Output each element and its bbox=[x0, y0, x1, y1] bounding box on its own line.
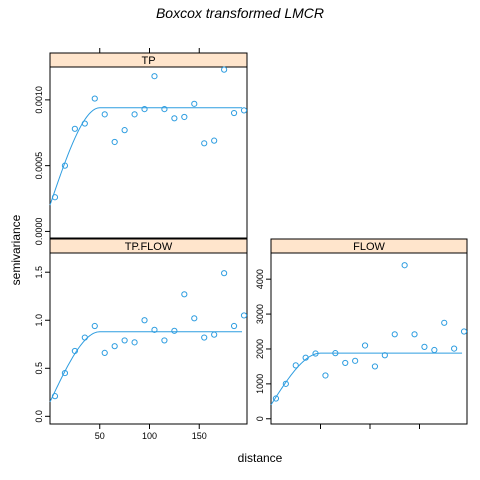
point-flow-1 bbox=[282, 380, 289, 387]
point-tp-9 bbox=[141, 105, 148, 113]
point-tp-19 bbox=[240, 107, 248, 114]
panel-tp: TP 0.0000 0.0005 0.0010 bbox=[34, 48, 248, 246]
panel-flow: FLOW 0 1000 2000 3000 4000 bbox=[255, 238, 468, 429]
point-flow-8 bbox=[352, 357, 359, 364]
point-flow-9 bbox=[361, 342, 369, 349]
y-tick-label-tp-flow-1: 0.5 bbox=[34, 362, 44, 375]
point-tp-flow-6 bbox=[111, 343, 118, 350]
point-flow-5 bbox=[322, 372, 329, 379]
point-tp-flow-17 bbox=[221, 270, 228, 277]
point-tp-flow-13 bbox=[181, 291, 188, 298]
point-tp-12 bbox=[171, 115, 178, 122]
point-flow-10 bbox=[371, 363, 379, 370]
strip-label-flow: FLOW bbox=[353, 241, 385, 253]
point-tp-flow-16 bbox=[211, 331, 218, 338]
y-tick-label-tp-flow-0: 0.0 bbox=[34, 410, 44, 423]
point-flow-11 bbox=[381, 352, 388, 359]
y-tick-label-flow-4: 4000 bbox=[255, 269, 265, 289]
point-tp-3 bbox=[81, 120, 88, 127]
y-tick-label-flow-3: 3000 bbox=[255, 304, 265, 324]
point-tp-flow-18 bbox=[230, 322, 238, 330]
point-tp-1 bbox=[61, 162, 69, 169]
point-tp-13 bbox=[181, 113, 188, 121]
point-flow-2 bbox=[292, 362, 299, 369]
chart-title: Boxcox transformed LMCR bbox=[156, 5, 324, 21]
point-tp-16 bbox=[211, 137, 218, 144]
point-flow-19 bbox=[460, 328, 468, 335]
point-tp-flow-0 bbox=[51, 393, 59, 400]
point-tp-flow-9 bbox=[141, 317, 148, 324]
point-tp-10 bbox=[151, 73, 158, 80]
point-tp-flow-5 bbox=[101, 349, 108, 357]
y-tick-label-flow-0: 0 bbox=[255, 416, 265, 421]
x-tick-label-tp-flow-1: 100 bbox=[142, 431, 157, 441]
point-tp-flow-19 bbox=[240, 312, 248, 319]
point-tp-flow-11 bbox=[161, 337, 168, 344]
point-flow-4 bbox=[312, 350, 319, 357]
point-tp-flow-10 bbox=[151, 326, 158, 333]
point-flow-13 bbox=[401, 262, 408, 269]
y-tick-label-tp-flow-3: 1.5 bbox=[34, 266, 44, 279]
point-tp-2 bbox=[71, 125, 78, 132]
panel-tp-flow: TP.FLOW 0.0 0.5 1.0 1.5 50 100 150 bbox=[34, 238, 248, 441]
y-tick-label-tp-0: 0.0000 bbox=[34, 218, 44, 246]
point-flow-0 bbox=[272, 395, 280, 402]
model-curve-tp bbox=[49, 107, 243, 206]
point-tp-8 bbox=[131, 111, 138, 118]
point-tp-14 bbox=[191, 100, 198, 107]
strip-label-tp: TP bbox=[141, 55, 155, 67]
point-tp-flow-8 bbox=[131, 339, 138, 346]
x-axis-label: distance bbox=[238, 451, 283, 465]
point-flow-18 bbox=[451, 345, 458, 352]
point-flow-3 bbox=[302, 354, 309, 361]
x-tick-label-tp-flow-2: 150 bbox=[192, 431, 207, 441]
y-tick-label-flow-1: 1000 bbox=[255, 374, 265, 394]
point-flow-7 bbox=[342, 359, 349, 367]
point-tp-4 bbox=[91, 95, 98, 102]
point-flow-16 bbox=[431, 346, 438, 354]
point-tp-17 bbox=[221, 66, 228, 73]
point-tp-flow-15 bbox=[201, 334, 208, 341]
point-tp-flow-14 bbox=[191, 315, 198, 322]
x-tick-label-tp-flow-0: 50 bbox=[95, 431, 105, 441]
point-tp-6 bbox=[111, 138, 118, 146]
point-tp-0 bbox=[51, 194, 59, 201]
point-tp-flow-2 bbox=[71, 347, 78, 355]
point-tp-7 bbox=[121, 127, 128, 134]
strip-label-tp-flow: TP.FLOW bbox=[125, 241, 173, 253]
y-tick-label-flow-2: 2000 bbox=[255, 339, 265, 359]
point-tp-flow-4 bbox=[91, 322, 98, 330]
point-tp-flow-3 bbox=[81, 334, 88, 341]
point-tp-18 bbox=[230, 109, 238, 117]
y-tick-label-tp-flow-2: 1.0 bbox=[34, 314, 44, 327]
y-tick-label-tp-1: 0.0005 bbox=[34, 152, 44, 180]
y-tick-label-tp-2: 0.0010 bbox=[34, 86, 44, 114]
point-flow-17 bbox=[441, 319, 448, 326]
point-flow-6 bbox=[332, 350, 339, 357]
point-tp-flow-12 bbox=[171, 327, 178, 334]
model-curve-flow bbox=[270, 352, 463, 406]
y-axis-label: semivariance bbox=[9, 214, 23, 285]
model-curve-tp-flow bbox=[49, 331, 243, 403]
point-tp-11 bbox=[161, 105, 168, 113]
point-flow-14 bbox=[411, 331, 418, 338]
panels-group: TP 0.0000 0.0005 0.0010 TP.FLOW 0.0 0.5 1.0 1.5 5… bbox=[34, 48, 468, 441]
panel-frame-tp bbox=[49, 66, 248, 239]
point-tp-15 bbox=[201, 140, 208, 147]
panel-frame-tp-flow bbox=[49, 252, 248, 425]
point-flow-15 bbox=[421, 343, 428, 350]
point-tp-flow-7 bbox=[121, 337, 128, 344]
point-tp-flow-1 bbox=[61, 369, 69, 377]
panel-frame-flow bbox=[270, 252, 468, 425]
point-tp-5 bbox=[101, 111, 108, 118]
point-flow-12 bbox=[391, 331, 398, 338]
